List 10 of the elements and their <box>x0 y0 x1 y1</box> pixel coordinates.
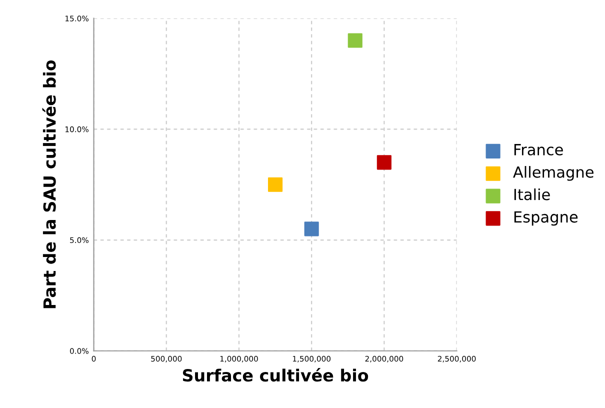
point <box>304 222 319 236</box>
legend-label: Espagne <box>514 211 578 226</box>
x-axis-title: Surface cultivée bio <box>182 368 368 382</box>
y-axis-title: Part de la SAU cultivée bio <box>42 60 56 308</box>
legend-label: Italie <box>514 188 550 200</box>
point <box>268 177 283 192</box>
point <box>348 33 362 48</box>
point <box>376 155 392 170</box>
legend-label: Allemagne <box>513 166 594 181</box>
legend-label: France <box>514 144 563 156</box>
